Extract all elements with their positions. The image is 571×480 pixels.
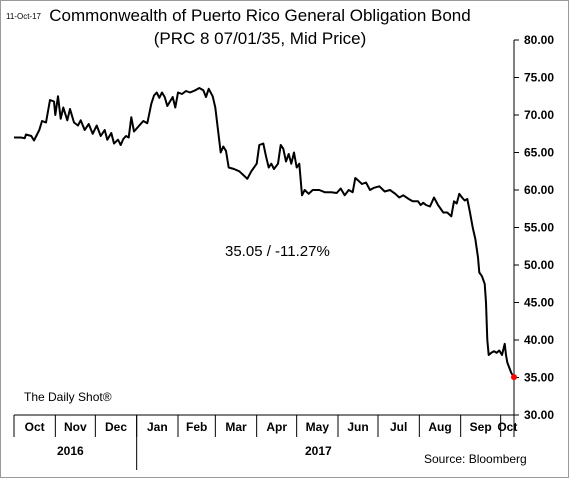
y-tick-label: 55.00 [524, 221, 554, 235]
x-tick-label: Oct [497, 420, 517, 434]
x-tick-label: Aug [428, 420, 451, 434]
year-label-2017: 2017 [305, 444, 332, 458]
y-tick-label: 45.00 [524, 296, 554, 310]
y-tick-label: 65.00 [524, 146, 554, 160]
year-label-2016: 2016 [57, 444, 84, 458]
x-tick-label: Mar [225, 420, 247, 434]
y-tick-label: 50.00 [524, 258, 554, 272]
y-tick-label: 60.00 [524, 183, 554, 197]
x-tick-label: May [306, 420, 330, 434]
x-tick-label: Oct [25, 420, 45, 434]
last-point-marker [511, 374, 517, 381]
x-tick-label: Feb [186, 420, 207, 434]
x-tick-label: Jan [147, 420, 168, 434]
last-value-annotation: 35.05 / -11.27% [225, 243, 330, 260]
date-stamp: 11-Oct-17 [6, 12, 41, 21]
x-tick-label: Nov [64, 420, 87, 434]
chart-title-line1: Commonwealth of Puerto Rico General Obli… [49, 6, 471, 25]
chart-title-line2: (PRC 8 07/01/35, Mid Price) [153, 29, 367, 48]
x-tick-label: Jun [347, 420, 368, 434]
y-tick-label: 35.00 [524, 371, 554, 385]
x-tick-label: Sep [470, 420, 492, 434]
y-tick-label: 30.00 [524, 408, 554, 422]
y-tick-label: 70.00 [524, 108, 554, 122]
x-tick-label: Dec [105, 420, 127, 434]
brand-label: The Daily Shot® [24, 390, 112, 404]
y-tick-label: 75.00 [524, 71, 554, 85]
y-tick-label: 40.00 [524, 333, 554, 347]
source-label: Source: Bloomberg [424, 452, 527, 466]
x-tick-label: Jul [390, 420, 407, 434]
y-tick-label: 80.00 [524, 33, 554, 47]
price-series-line [14, 87, 515, 378]
x-tick-label: Apr [266, 420, 287, 434]
